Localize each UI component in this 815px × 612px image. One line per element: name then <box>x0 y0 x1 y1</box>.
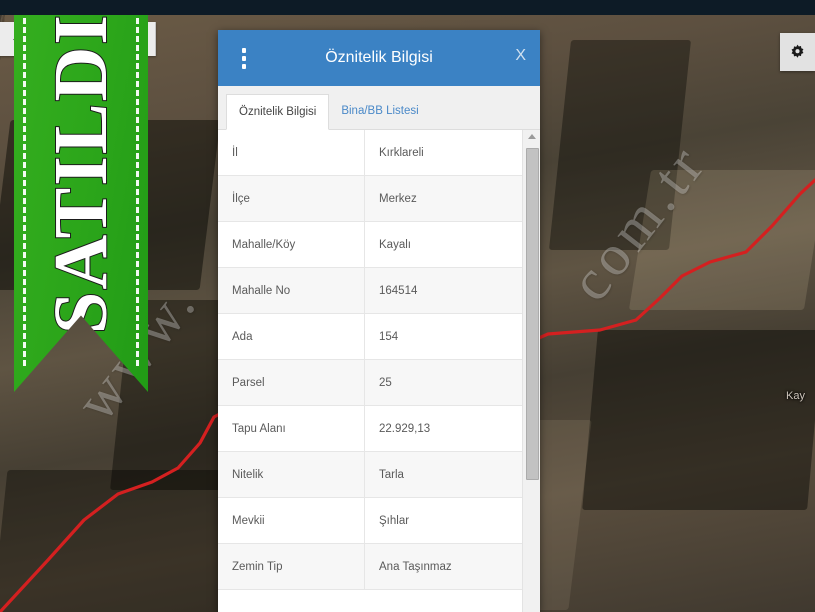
row-key: Mahalle No <box>218 268 365 313</box>
row-key: Mevkii <box>218 498 365 543</box>
row-key: Tapu Alanı <box>218 406 365 451</box>
field-patch <box>582 330 815 510</box>
table-row[interactable]: Nitelik Tarla <box>218 452 522 498</box>
row-value: Tarla <box>379 468 404 481</box>
panel-tab-bar: Öznitelik Bilgisi Bina/BB Listesi <box>218 86 540 130</box>
panel-header: Öznitelik Bilgisi X <box>218 30 540 86</box>
row-value: 22.929,13 <box>379 422 431 435</box>
row-value: Merkez <box>379 192 417 205</box>
scrollbar-thumb[interactable] <box>526 148 539 480</box>
tab-oznitelik-bilgisi[interactable]: Öznitelik Bilgisi <box>226 94 330 130</box>
row-key: Zemin Tip <box>218 544 365 589</box>
map-label-kayali: Kay <box>786 390 805 402</box>
row-value: Şıhlar <box>379 514 410 527</box>
row-value: 154 <box>379 330 399 343</box>
caret-up-icon[interactable] <box>527 134 536 139</box>
row-value: Kayalı <box>379 238 411 251</box>
row-value: Kırklareli <box>379 146 424 159</box>
settings-button[interactable] <box>780 33 815 71</box>
table-row[interactable]: Ada 154 <box>218 314 522 360</box>
table-row[interactable]: İl Kırklareli <box>218 130 522 176</box>
table-row[interactable]: Mahalle/Köy Kayalı <box>218 222 522 268</box>
row-key: İl <box>218 130 365 175</box>
row-value: 25 <box>379 376 392 389</box>
panel-body: İl Kırklareli İlçe Merkez Mahalle/Köy Ka… <box>218 130 540 612</box>
table-row[interactable]: Zemin Tip Ana Taşınmaz <box>218 544 522 590</box>
table-row[interactable]: İlçe Merkez <box>218 176 522 222</box>
panel-scrollbar[interactable] <box>522 130 540 612</box>
row-key: Mahalle/Köy <box>218 222 365 267</box>
row-key: İlçe <box>218 176 365 221</box>
table-row[interactable]: Tapu Alanı 22.929,13 <box>218 406 522 452</box>
attribute-info-panel: Öznitelik Bilgisi X Öznitelik Bilgisi Bi… <box>218 30 540 612</box>
tab-bina-bb-listesi[interactable]: Bina/BB Listesi <box>341 105 419 117</box>
row-value: Ana Taşınmaz <box>379 560 452 573</box>
gear-icon <box>791 44 804 58</box>
field-patch <box>0 470 238 612</box>
sold-ribbon-label: SATILDI <box>38 12 124 335</box>
table-row[interactable]: Mevkii Şıhlar <box>218 498 522 544</box>
row-key: Nitelik <box>218 452 365 497</box>
panel-title: Öznitelik Bilgisi <box>325 49 433 66</box>
browser-chrome-strip <box>0 0 815 15</box>
kebab-menu-icon[interactable] <box>226 47 262 69</box>
table-row[interactable]: Parsel 25 <box>218 360 522 406</box>
row-key: Parsel <box>218 360 365 405</box>
attribute-table: İl Kırklareli İlçe Merkez Mahalle/Köy Ka… <box>218 130 522 612</box>
close-icon[interactable]: X <box>515 47 526 64</box>
table-row[interactable]: Mahalle No 164514 <box>218 268 522 314</box>
row-key: Ada <box>218 314 365 359</box>
row-value: 164514 <box>379 284 418 297</box>
